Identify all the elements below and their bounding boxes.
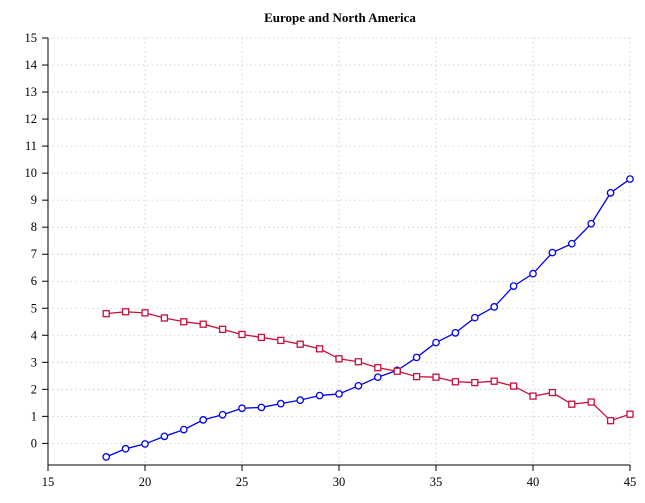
y-tick-label: 1 <box>31 409 37 423</box>
y-tick-label: 4 <box>31 328 38 342</box>
data-point <box>199 320 207 328</box>
data-point <box>529 269 537 278</box>
x-tick-label: 40 <box>527 475 540 489</box>
data-point <box>160 314 169 322</box>
data-point <box>374 364 382 372</box>
data-point <box>141 440 149 448</box>
series-line <box>106 311 631 422</box>
y-tick-label: 14 <box>25 58 38 72</box>
x-tick-label: 35 <box>430 475 443 489</box>
data-point <box>471 378 479 387</box>
data-point <box>296 396 305 404</box>
data-point <box>141 309 149 317</box>
data-point <box>548 248 557 257</box>
data-point <box>490 303 499 311</box>
y-tick-label: 11 <box>25 139 37 153</box>
series-line <box>105 178 631 458</box>
y-tick-label: 12 <box>25 112 38 126</box>
data-point <box>315 345 324 353</box>
data-point <box>218 325 227 333</box>
data-point <box>315 391 324 400</box>
data-point <box>335 355 343 363</box>
data-point <box>490 377 498 385</box>
data-point <box>432 373 440 381</box>
data-point <box>451 378 460 386</box>
y-tick-label: 10 <box>25 166 38 180</box>
y-tick-label: 5 <box>31 301 37 315</box>
data-point <box>509 282 518 290</box>
data-point <box>121 308 130 316</box>
data-point <box>257 403 266 412</box>
series-2 <box>102 308 634 425</box>
y-tick-label: 8 <box>31 220 37 234</box>
chart-title: Europe and North America <box>264 10 416 25</box>
x-tick-label: 15 <box>42 475 55 489</box>
data-point <box>373 373 382 382</box>
data-point <box>102 310 110 318</box>
y-tick-label: 0 <box>31 436 37 450</box>
data-point <box>606 189 615 197</box>
x-tick-label: 20 <box>139 475 152 489</box>
x-tick-label: 25 <box>236 475 249 489</box>
y-tick-label: 13 <box>25 85 38 99</box>
grid <box>47 37 631 465</box>
data-point <box>470 313 479 322</box>
data-point <box>121 444 130 453</box>
y-tick-label: 6 <box>31 274 37 288</box>
data-point <box>568 400 576 408</box>
x-tick-label: 30 <box>333 475 346 489</box>
data-point <box>179 425 188 434</box>
data-point <box>199 416 208 424</box>
data-point <box>393 367 401 375</box>
data-point <box>160 432 169 441</box>
y-tick-label: 15 <box>25 31 38 45</box>
data-point <box>238 404 246 413</box>
data-point <box>276 399 285 408</box>
data-point <box>180 318 188 326</box>
data-point <box>626 175 634 183</box>
data-point <box>354 358 363 366</box>
data-point <box>529 392 537 400</box>
data-point <box>626 410 634 418</box>
data-point <box>412 372 421 381</box>
data-point <box>567 239 576 248</box>
y-tick-label: 2 <box>31 382 37 396</box>
y-tick-label: 7 <box>31 247 37 261</box>
data-point <box>277 336 285 345</box>
data-point <box>257 333 266 342</box>
data-point <box>412 353 421 362</box>
data-point <box>587 219 596 228</box>
x-tick-label: 45 <box>624 475 637 489</box>
data-point <box>102 453 111 461</box>
data-point <box>587 398 595 406</box>
y-tick-label: 3 <box>31 355 37 369</box>
data-point <box>238 330 246 339</box>
data-point <box>509 382 518 390</box>
data-point <box>451 328 460 337</box>
data-point <box>432 338 440 347</box>
data-point <box>606 417 615 425</box>
data-point <box>354 381 363 390</box>
data-point <box>296 340 304 348</box>
data-point <box>218 410 227 419</box>
y-tick-label: 9 <box>31 193 37 207</box>
series-1 <box>102 175 634 461</box>
data-point <box>548 388 557 397</box>
axes <box>42 37 631 471</box>
data-series <box>102 175 634 461</box>
data-point <box>335 390 343 398</box>
